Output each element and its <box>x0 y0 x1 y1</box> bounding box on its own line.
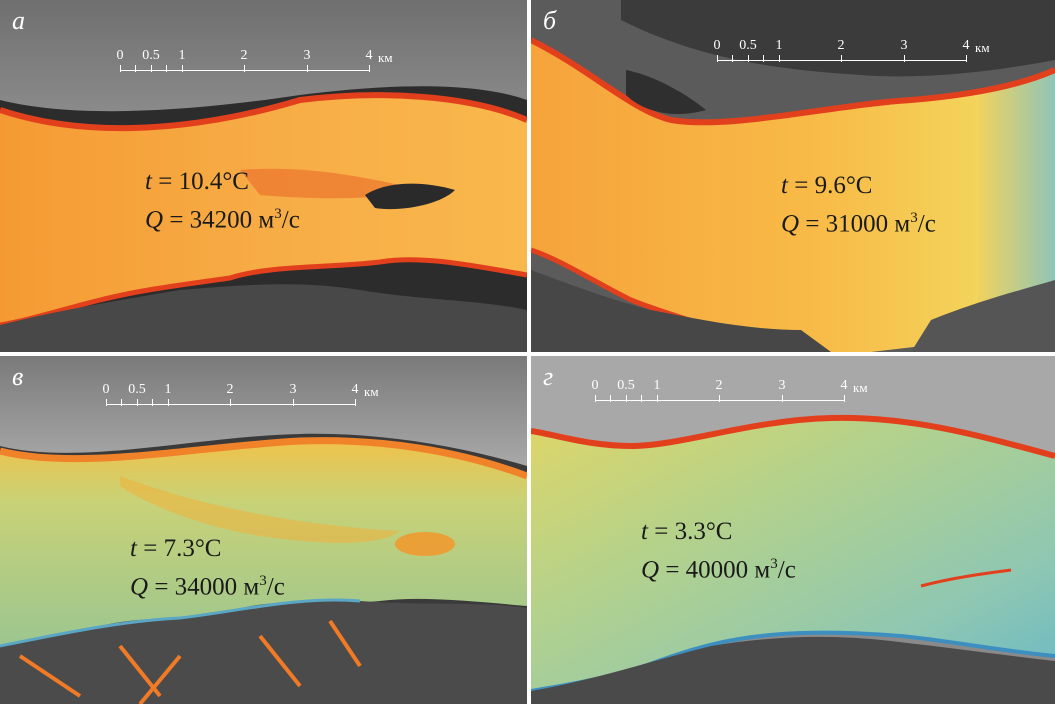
panel-label-c: в <box>12 362 24 391</box>
scale-tick <box>182 65 183 72</box>
scale-tick-label: 3 <box>303 48 311 63</box>
scale-unit: км <box>853 380 868 395</box>
annotation-b: t = 9.6°C Q = 31000 м3/с <box>781 170 936 240</box>
scale-bar-c: 0 0.5 1 2 3 4 км <box>96 382 386 416</box>
scale-tick-label: 3 <box>778 378 786 393</box>
temperature-label: t = 10.4°C <box>145 168 249 195</box>
scale-tick <box>293 399 294 406</box>
thermal-map-c <box>0 356 527 704</box>
scale-tick-label: 1 <box>653 378 661 393</box>
scale-tick-label: 4 <box>351 382 359 397</box>
scale-tick <box>151 65 152 72</box>
scale-tick-label: 0 <box>591 378 599 393</box>
scale-tick-label: 2 <box>240 48 248 63</box>
scale-unit: км <box>364 384 379 399</box>
scale-tick-label: 0.5 <box>142 48 160 63</box>
scale-tick <box>244 65 245 72</box>
scale-tick <box>719 395 720 402</box>
scale-tick-label: 0 <box>713 38 721 53</box>
panel-a: а 0 0.5 1 2 3 4 км t = 10.4°C Q = 34200 … <box>0 0 527 352</box>
scale-tick-label: 0.5 <box>617 378 635 393</box>
scale-tick <box>168 399 169 406</box>
temperature-label: t = 3.3°C <box>641 518 733 545</box>
scale-tick-label: 2 <box>837 38 845 53</box>
scale-bar-b: 0 0.5 1 2 3 4 км <box>707 38 997 72</box>
panel-c: в 0 0.5 1 2 3 4 км t = 7.3°C Q = 34000 м… <box>0 356 527 704</box>
temperature-label: t = 9.6°C <box>781 172 873 199</box>
scale-tick-label: 4 <box>840 378 848 393</box>
scale-tick-label: 3 <box>289 382 297 397</box>
scale-tick-label: 3 <box>900 38 908 53</box>
scale-tick <box>904 55 905 62</box>
scale-tick-label: 2 <box>226 382 234 397</box>
scale-tick <box>657 395 658 402</box>
panel-b: б 0 0.5 1 2 3 4 км t = 9.6°C Q = 31000 м… <box>531 0 1055 352</box>
scale-tick <box>166 65 167 72</box>
scale-tick <box>369 65 370 72</box>
scale-tick-label: 0 <box>102 382 110 397</box>
scale-tick <box>137 399 138 406</box>
annotation-c: t = 7.3°C Q = 34000 м3/с <box>130 533 285 603</box>
scale-tick-label: 4 <box>962 38 970 53</box>
scale-tick-label: 1 <box>164 382 172 397</box>
panel-label-d: г <box>543 362 554 391</box>
scale-tick-label: 1 <box>775 38 783 53</box>
thermal-map-a <box>0 0 527 352</box>
thermal-map-d <box>531 356 1055 704</box>
scale-tick <box>120 65 121 72</box>
scale-bar-a: 0 0.5 1 2 3 4 км <box>110 48 400 82</box>
scale-tick-label: 0.5 <box>128 382 146 397</box>
thermal-map-b <box>531 0 1055 352</box>
scale-tick <box>732 55 733 62</box>
scale-tick <box>782 395 783 402</box>
scale-tick <box>152 399 153 406</box>
scale-tick <box>121 399 122 406</box>
discharge-label: Q = 40000 м3/с <box>641 556 796 584</box>
scale-tick <box>748 55 749 62</box>
scale-tick <box>135 65 136 72</box>
annotation-a: t = 10.4°C Q = 34200 м3/с <box>145 166 300 236</box>
scale-tick <box>610 395 611 402</box>
scale-tick <box>626 395 627 402</box>
panel-label-b: б <box>543 6 557 35</box>
panel-d: г 0 0.5 1 2 3 4 км t = 3.3°C Q = 40000 м… <box>531 356 1055 704</box>
scale-tick <box>355 399 356 406</box>
discharge-label: Q = 34000 м3/с <box>130 573 285 601</box>
scale-tick-label: 1 <box>178 48 186 63</box>
scale-tick <box>717 55 718 62</box>
scale-tick <box>763 55 764 62</box>
scale-unit: км <box>975 40 990 55</box>
annotation-d: t = 3.3°C Q = 40000 м3/с <box>641 516 796 586</box>
scale-tick <box>307 65 308 72</box>
scale-unit: км <box>378 50 393 65</box>
scale-tick <box>844 395 845 402</box>
scale-tick <box>779 55 780 62</box>
scale-bar-d: 0 0.5 1 2 3 4 км <box>585 378 875 412</box>
discharge-label: Q = 34200 м3/с <box>145 206 300 234</box>
scale-tick-label: 0 <box>116 48 124 63</box>
scale-tick <box>966 55 967 62</box>
panel-label-a: а <box>12 6 25 35</box>
scale-tick <box>841 55 842 62</box>
scale-tick <box>595 395 596 402</box>
scale-tick <box>641 395 642 402</box>
scale-tick <box>106 399 107 406</box>
scale-tick-label: 2 <box>715 378 723 393</box>
discharge-label: Q = 31000 м3/с <box>781 210 936 238</box>
scale-tick <box>230 399 231 406</box>
temperature-label: t = 7.3°C <box>130 535 222 562</box>
scale-tick-label: 0.5 <box>739 38 757 53</box>
scale-tick-label: 4 <box>365 48 373 63</box>
